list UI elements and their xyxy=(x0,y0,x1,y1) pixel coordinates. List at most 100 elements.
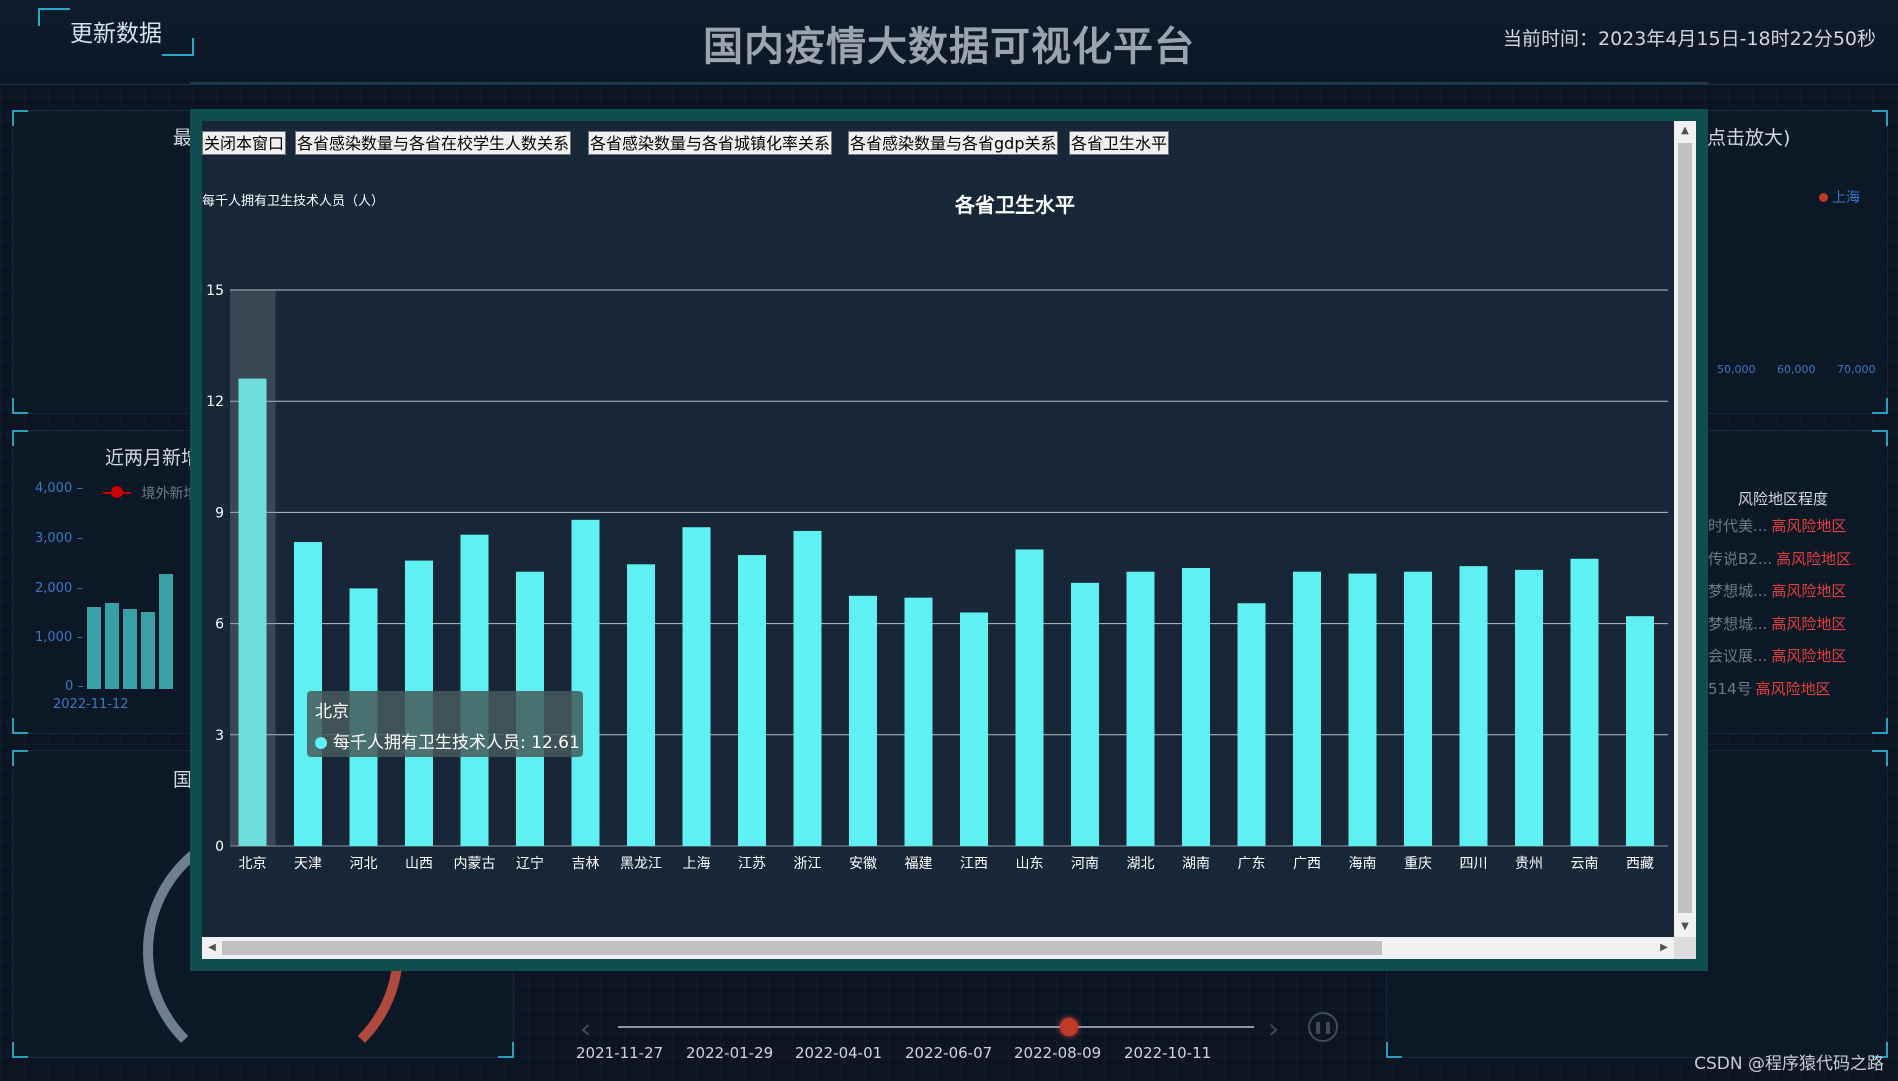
x-tick-label: 重庆 xyxy=(1404,856,1432,872)
y-tick-label: 3 xyxy=(215,728,224,744)
risk-level-badge: 高风险地区 xyxy=(1776,549,1852,568)
vertical-scroll-thumb[interactable] xyxy=(1678,143,1692,913)
bar-吉林[interactable] xyxy=(571,519,600,846)
bar-浙江[interactable] xyxy=(793,530,822,846)
x-tick-label: 云南 xyxy=(1571,856,1599,872)
x-tick-label: 北京 xyxy=(239,856,267,872)
bar-湖北[interactable] xyxy=(1126,571,1155,846)
x-tick-label: 四川 xyxy=(1460,856,1488,872)
legend-overseas: 境外新增 xyxy=(103,483,197,503)
scroll-right-icon[interactable]: ▶ xyxy=(1660,942,1668,953)
current-time: 当前时间：2023年4月15日-18时22分50秒 xyxy=(1502,28,1876,50)
x-tick-label: 湖南 xyxy=(1182,856,1210,872)
x-tick-label: 山西 xyxy=(405,856,433,872)
y-tick-label: 12 xyxy=(206,394,224,410)
x-tick-label: 吉林 xyxy=(572,856,600,872)
panel-left-bottom-title: 国 xyxy=(173,769,193,791)
bar-湖南[interactable] xyxy=(1182,568,1210,846)
bar-山东[interactable] xyxy=(1015,549,1044,846)
x-tick-label: 广西 xyxy=(1293,856,1321,872)
bar-云南[interactable] xyxy=(1570,558,1599,846)
bar-chart: 各省卫生水平每千人拥有卫生技术人员（人）03691215北京 天津 河北 山西 内蒙古辽… xyxy=(202,193,1668,872)
tab-students[interactable]: 各省感染数量与各省在校学生人数关系 xyxy=(295,131,572,155)
bar-安徽[interactable] xyxy=(849,595,877,846)
risk-area-name: 时代美... xyxy=(1708,517,1768,535)
bar-广东[interactable] xyxy=(1237,603,1266,846)
header-bar: 更新数据 国内疫情大数据可视化平台 当前时间：2023年4月15日-18时22分… xyxy=(0,0,1898,85)
horizontal-scroll-thumb[interactable] xyxy=(222,941,1382,955)
x-tick-label: 黑龙江 xyxy=(620,856,662,872)
ytick-2000: 2,000 – xyxy=(35,581,83,596)
x-tick-label: 江苏 xyxy=(738,856,766,872)
risk-area-name: 梦想城... xyxy=(1708,614,1768,633)
x-tick-label: 安徽 xyxy=(849,856,877,872)
panel-left-mid-title: 近两月新增 xyxy=(105,447,201,469)
y-tick-label: 0 xyxy=(215,839,224,855)
bar-贵州[interactable] xyxy=(1515,569,1543,846)
chart-title: 各省卫生水平 xyxy=(954,193,1075,217)
legend-overseas-label: 境外新增 xyxy=(141,486,198,502)
timeline-label: 2022-10-11 xyxy=(1124,1044,1212,1062)
risk-row: 传说B2... 高风险地区 xyxy=(1708,548,1851,569)
tooltip-value: 每千人拥有卫生技术人员: 12.61 xyxy=(333,733,580,753)
risk-level-badge: 高风险地区 xyxy=(1771,647,1847,665)
update-data-button[interactable]: 更新数据 xyxy=(38,8,194,56)
x-tick-label: 江西 xyxy=(960,856,988,872)
timeline-pause-icon[interactable]: ❚❚ xyxy=(1308,1012,1338,1042)
y-tick-label: 9 xyxy=(215,505,224,521)
chart-tooltip: 北京 每千人拥有卫生技术人员: 12.61 xyxy=(307,691,583,757)
header-decoration xyxy=(190,62,1708,84)
risk-level-header: 风险地区程度 xyxy=(1737,490,1828,508)
left-mini-bars xyxy=(87,571,183,689)
horizontal-scrollbar[interactable]: ◀ ▶ xyxy=(202,937,1674,959)
timeline: ‹ › ❚❚ 2021-11-27 2022-01-29 2022-04-01 … xyxy=(560,1010,1338,1080)
close-window-button[interactable]: 关闭本窗口 xyxy=(202,131,287,155)
bar-内蒙古[interactable] xyxy=(460,534,489,846)
panel-left-top-title: 最 xyxy=(173,127,193,149)
x-tick-label: 内蒙古 xyxy=(454,856,496,872)
x-tick-label: 浙江 xyxy=(794,856,822,872)
risk-row: 514号 高风险地区 xyxy=(1708,678,1831,699)
bar-北京[interactable] xyxy=(238,378,267,846)
bar-江西[interactable] xyxy=(960,612,988,846)
timeline-prev-icon[interactable]: ‹ xyxy=(580,1012,592,1045)
y-tick-label: 15 xyxy=(206,283,224,299)
bar-四川[interactable] xyxy=(1459,566,1488,846)
bar-江苏[interactable] xyxy=(738,555,766,846)
tab-health-level[interactable]: 各省卫生水平 xyxy=(1069,131,1170,155)
vertical-scrollbar[interactable]: ▲ ▼ xyxy=(1674,121,1696,937)
legend-shanghai-label: 上海 xyxy=(1832,190,1860,206)
risk-area-name: 传说B2... xyxy=(1708,549,1773,568)
scroll-left-icon[interactable]: ◀ xyxy=(208,942,216,953)
x-tick-label: 海南 xyxy=(1349,856,1377,872)
bar-黑龙江[interactable] xyxy=(627,564,655,846)
risk-level-badge: 高风险地区 xyxy=(1771,582,1847,600)
x-tick-label: 天津 xyxy=(294,856,322,872)
bar-上海[interactable] xyxy=(682,527,711,846)
timeline-track[interactable] xyxy=(618,1026,1254,1028)
x-tick-label: 河南 xyxy=(1071,856,1099,872)
ytick-3000: 3,000 – xyxy=(35,531,83,546)
risk-level-badge: 高风险地区 xyxy=(1771,614,1847,633)
watermark: CSDN @程序猿代码之路 xyxy=(1694,1054,1884,1074)
legend-shanghai: 上海 xyxy=(1819,187,1860,207)
scroll-down-icon[interactable]: ▼ xyxy=(1681,921,1689,932)
bar-河南[interactable] xyxy=(1071,582,1099,846)
x-tick-label: 广东 xyxy=(1238,856,1266,872)
scroll-up-icon[interactable]: ▲ xyxy=(1681,125,1689,136)
bar-福建[interactable] xyxy=(904,597,933,846)
tab-urbanization[interactable]: 各省感染数量与各省城镇化率关系 xyxy=(588,131,833,155)
tooltip-title: 北京 xyxy=(315,702,349,722)
bar-广西[interactable] xyxy=(1293,571,1321,846)
bar-海南[interactable] xyxy=(1348,573,1377,846)
risk-area-name: 梦想城... xyxy=(1708,582,1768,600)
tab-gdp[interactable]: 各省感染数量与各省gdp关系 xyxy=(848,131,1059,155)
risk-row: 会议展... 高风险地区 xyxy=(1708,645,1846,666)
timeline-next-icon[interactable]: › xyxy=(1268,1012,1280,1045)
bar-西藏[interactable] xyxy=(1626,616,1654,846)
panel-right-top-title: 点击放大) xyxy=(1707,127,1791,149)
modal-frame: 关闭本窗口 各省感染数量与各省在校学生人数关系 各省感染数量与各省城镇化率关系 … xyxy=(190,109,1708,971)
bar-重庆[interactable] xyxy=(1404,571,1432,846)
timeline-handle[interactable] xyxy=(1060,1018,1078,1036)
x-tick-label: 西藏 xyxy=(1626,856,1654,872)
